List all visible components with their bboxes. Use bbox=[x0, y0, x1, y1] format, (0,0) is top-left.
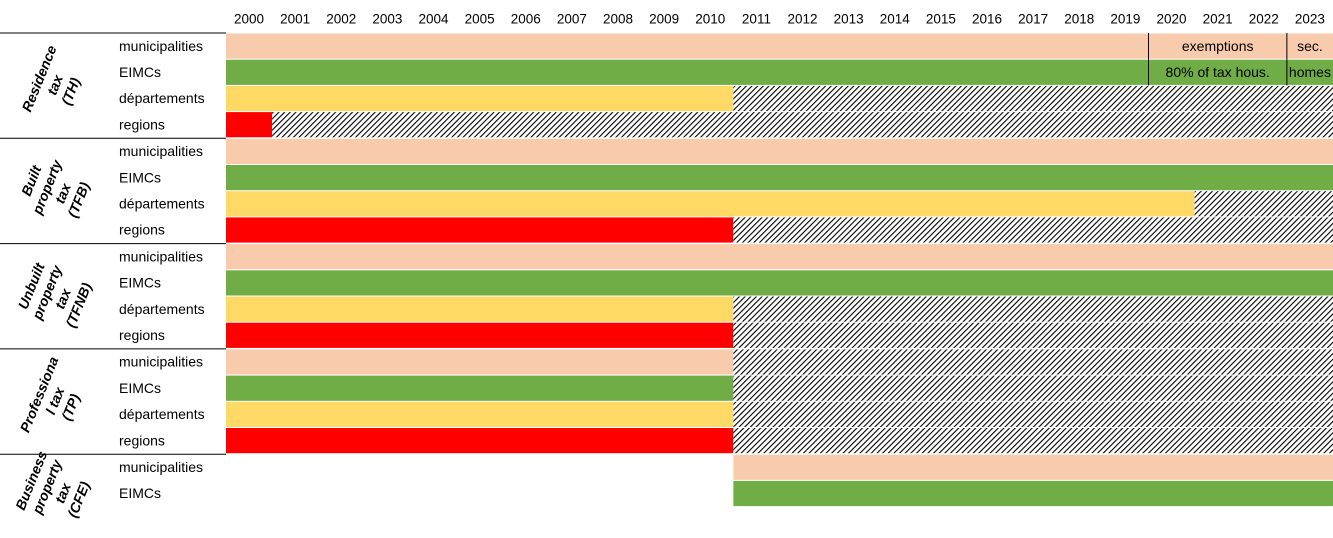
span-bar bbox=[733, 401, 1333, 427]
year-label: 2000 bbox=[234, 12, 264, 27]
year-label: 2001 bbox=[280, 12, 310, 27]
group-label-line: tax bbox=[51, 180, 74, 206]
row-label: municipalities bbox=[119, 143, 203, 159]
span-bar bbox=[733, 322, 1333, 348]
row-label: EIMCs bbox=[119, 169, 161, 185]
span-bar bbox=[226, 375, 734, 401]
row-label: regions bbox=[119, 116, 165, 132]
row-label: départements bbox=[119, 301, 205, 317]
span-bar bbox=[272, 112, 1333, 138]
span-bar bbox=[733, 296, 1333, 322]
span-bar bbox=[226, 165, 1333, 191]
span-bar bbox=[733, 454, 1333, 480]
span-bar bbox=[226, 85, 734, 112]
year-label: 2020 bbox=[1157, 12, 1187, 27]
year-label: 2016 bbox=[972, 12, 1002, 27]
note-text: sec. bbox=[1297, 38, 1323, 54]
span-bar bbox=[733, 375, 1333, 401]
year-label: 2006 bbox=[511, 12, 541, 27]
row-label: regions bbox=[119, 432, 165, 448]
row-label: EIMCs bbox=[119, 275, 161, 291]
year-label: 2015 bbox=[926, 12, 956, 27]
row-label: municipalities bbox=[119, 459, 203, 475]
group-label-line: tax bbox=[51, 285, 74, 311]
row-label: départements bbox=[119, 196, 205, 212]
note-text: exemptions bbox=[1182, 38, 1254, 54]
year-label: 2018 bbox=[1064, 12, 1094, 27]
row-label: EIMCs bbox=[119, 380, 161, 396]
span-bar bbox=[733, 349, 1333, 375]
group-label-line: tax bbox=[44, 71, 67, 97]
year-label: 2004 bbox=[419, 12, 450, 27]
row-label: EIMCs bbox=[119, 485, 161, 501]
span-bar bbox=[226, 138, 1333, 164]
year-label: 2022 bbox=[1249, 12, 1279, 27]
year-label: 2005 bbox=[465, 12, 495, 27]
year-label: 2021 bbox=[1203, 12, 1233, 27]
year-label: 2023 bbox=[1295, 12, 1325, 27]
row-label: municipalities bbox=[119, 38, 203, 54]
span-bar bbox=[226, 401, 734, 427]
span-bar bbox=[226, 270, 1333, 296]
year-label: 2010 bbox=[695, 12, 725, 27]
span-bar bbox=[226, 322, 734, 348]
span-bar bbox=[226, 244, 1333, 270]
group-label-line: tax bbox=[51, 480, 74, 506]
row-label: regions bbox=[119, 222, 165, 238]
row-label: EIMCs bbox=[119, 64, 161, 80]
span-bar bbox=[733, 85, 1333, 112]
year-label: 2019 bbox=[1110, 12, 1140, 27]
row-label: regions bbox=[119, 327, 165, 343]
year-label: 2003 bbox=[372, 12, 402, 27]
year-label: 2002 bbox=[326, 12, 356, 27]
year-label: 2009 bbox=[649, 12, 679, 27]
span-bar bbox=[733, 480, 1333, 507]
row-label: départements bbox=[119, 90, 205, 106]
span-bar bbox=[226, 428, 734, 454]
row-label: municipalities bbox=[119, 248, 203, 264]
year-label: 2012 bbox=[788, 12, 818, 27]
note-text: homes bbox=[1289, 64, 1331, 80]
year-label: 2008 bbox=[603, 12, 633, 27]
span-bar bbox=[226, 296, 734, 322]
span-bar bbox=[226, 217, 734, 243]
span-bar bbox=[226, 349, 734, 375]
year-label: 2017 bbox=[1018, 12, 1048, 27]
year-label: 2007 bbox=[557, 12, 587, 27]
row-label: départements bbox=[119, 406, 205, 422]
span-bar bbox=[733, 217, 1333, 243]
year-label: 2013 bbox=[834, 12, 864, 27]
span-bar bbox=[733, 428, 1333, 454]
note-text: 80% of tax hous. bbox=[1166, 64, 1270, 80]
span-bar bbox=[226, 191, 1195, 217]
year-label: 2014 bbox=[880, 12, 911, 27]
span-bar bbox=[226, 112, 273, 138]
span-bar bbox=[226, 33, 1333, 59]
row-label: municipalities bbox=[119, 354, 203, 370]
year-label: 2011 bbox=[742, 12, 771, 27]
span-bar bbox=[1194, 191, 1333, 217]
